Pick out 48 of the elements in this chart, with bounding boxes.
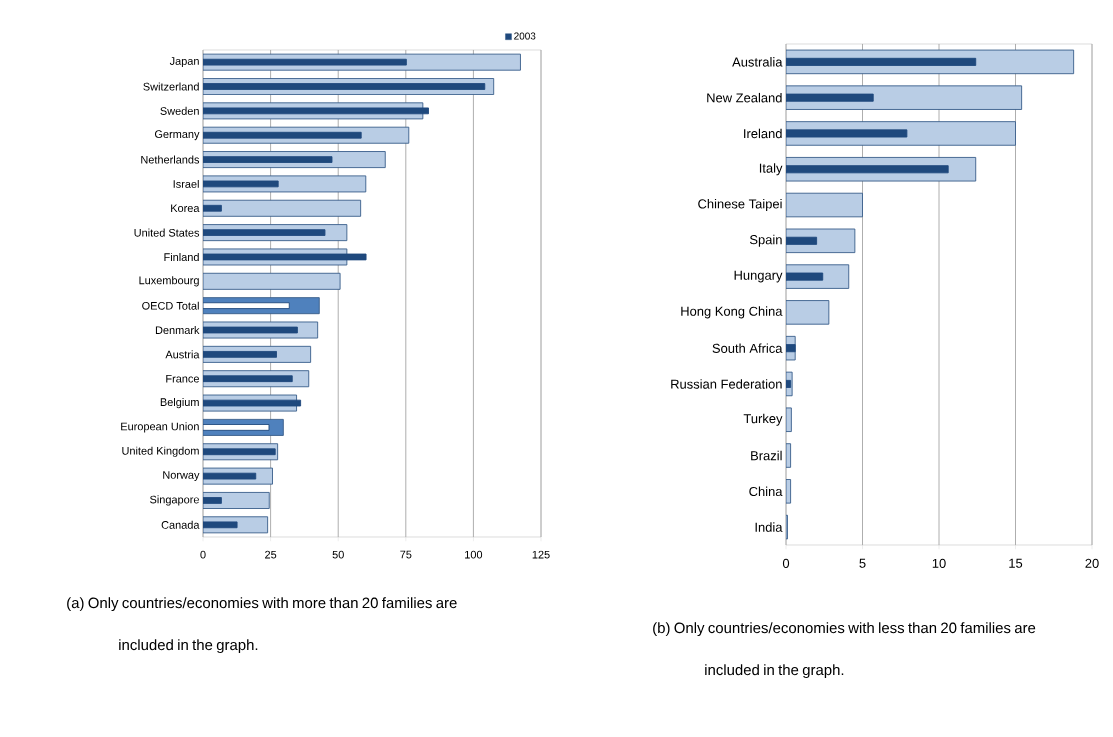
x-tick-label: 0 bbox=[782, 558, 790, 568]
x-tick-label: 5 bbox=[859, 558, 866, 568]
y-tick-label: Spain bbox=[749, 234, 782, 247]
y-tick-label: Japan bbox=[169, 57, 199, 68]
y-tick-label: Luxembourg bbox=[139, 276, 199, 287]
y-tick-label: Hong Kong China bbox=[681, 306, 783, 319]
y-tick-label: Norway bbox=[163, 471, 200, 482]
x-tick-label: 20 bbox=[1085, 558, 1099, 568]
y-tick-label: Australia bbox=[732, 57, 783, 67]
y-tick-label: Italy bbox=[759, 163, 783, 176]
y-tick-label: Ireland bbox=[744, 128, 782, 139]
y-tick-label: Brazil bbox=[751, 450, 782, 461]
text: (a) Only countries/economies with more than 20 families are included in the graph. bbox=[67, 597, 457, 654]
x-tick-label: 10 bbox=[932, 558, 946, 568]
y-tick-label: OECD Total bbox=[142, 301, 199, 310]
x-tick-label: 0 bbox=[200, 550, 206, 559]
y-tick-label: Turkey bbox=[743, 413, 783, 426]
y-tick-label: European Union bbox=[121, 422, 199, 433]
y-tick-label: New Zealand bbox=[707, 92, 782, 103]
y-tick-label: Russian Federation bbox=[671, 379, 782, 389]
y-tick-label: Canada bbox=[161, 520, 200, 529]
y-tick-label: Netherlands bbox=[141, 155, 200, 164]
y-tick-label: Sweden bbox=[160, 106, 199, 115]
y-tick-label: Finland bbox=[164, 252, 199, 261]
y-tick-label: Germany bbox=[154, 130, 200, 141]
y-tick-label: France bbox=[166, 374, 199, 383]
y-tick-label: Singapore bbox=[150, 495, 199, 506]
legend-label: 2003 bbox=[514, 32, 536, 40]
x-tick-label: 75 bbox=[400, 550, 412, 559]
y-tick-label: Switzerland bbox=[143, 82, 199, 91]
x-tick-label: 100 bbox=[465, 550, 483, 559]
x-tick-label: 15 bbox=[1009, 558, 1023, 568]
y-tick-label: India bbox=[755, 522, 783, 532]
x-tick-label: 50 bbox=[332, 550, 344, 559]
x-tick-label: 25 bbox=[265, 550, 277, 559]
y-tick-label: Denmark bbox=[155, 326, 200, 335]
y-tick-label: Austria bbox=[165, 350, 200, 359]
y-tick-label: Korea bbox=[171, 204, 200, 213]
y-tick-label: China bbox=[749, 486, 783, 497]
y-tick-label: South Africa bbox=[712, 343, 783, 353]
y-tick-label: Hungary bbox=[734, 270, 783, 283]
y-tick-label: Israel bbox=[173, 179, 199, 188]
text: (b) Only countries/economies with less than 20 families are included in the graph. bbox=[653, 622, 1036, 679]
y-tick-label: Belgium bbox=[160, 397, 199, 409]
y-tick-label: Chinese Taipei bbox=[698, 198, 782, 212]
y-tick-label: United States bbox=[134, 228, 200, 237]
x-tick-label: 125 bbox=[532, 550, 550, 559]
y-tick-label: United Kingdom bbox=[122, 446, 199, 457]
